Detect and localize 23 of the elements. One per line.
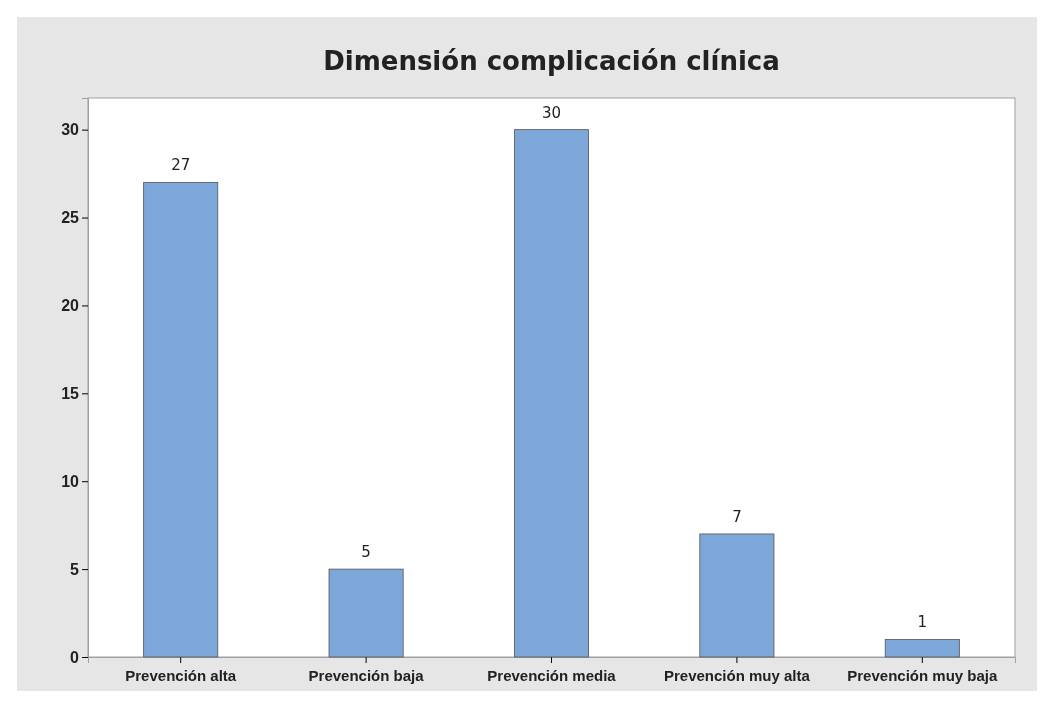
data-label: 30 <box>541 103 562 122</box>
x-tick-label: Prevención alta <box>125 667 237 684</box>
bar <box>884 639 960 658</box>
x-tick-label: Prevención muy alta <box>663 667 811 684</box>
bar <box>328 568 404 658</box>
y-tick-label: 25 <box>61 209 80 227</box>
y-tick-label: 5 <box>70 560 80 578</box>
x-tick-label: Prevención muy baja <box>847 667 998 684</box>
bar <box>514 129 589 658</box>
y-tick-label: 30 <box>61 121 80 139</box>
data-label: 7 <box>732 507 742 526</box>
x-tick-label: Prevención baja <box>308 667 425 684</box>
x-tick-label: Prevención media <box>487 667 617 684</box>
y-tick-label: 0 <box>70 648 80 666</box>
y-tick-label: 20 <box>61 297 80 315</box>
data-label: 27 <box>171 156 191 175</box>
y-tick-label: 15 <box>61 384 80 402</box>
y-tick-label: 10 <box>61 472 80 490</box>
data-label: 5 <box>361 543 371 562</box>
bar <box>143 181 219 658</box>
chart-title: Dimensión complicación clínica <box>323 46 780 76</box>
bar <box>699 533 775 658</box>
data-label: 1 <box>917 613 928 632</box>
